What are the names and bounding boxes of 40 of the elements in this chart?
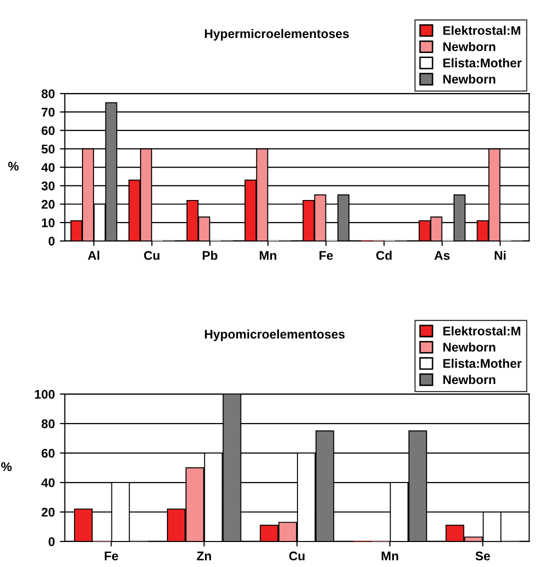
x-tick-label: As <box>434 251 450 260</box>
y-tick-label: 80 <box>42 419 55 428</box>
y-tick-label: 50 <box>42 144 55 154</box>
chart-title: Hypermicroelementoses <box>204 28 349 41</box>
x-tick-label: Cu <box>144 251 160 260</box>
y-tick-label: 0 <box>48 236 55 246</box>
y-tick-label: 60 <box>42 126 55 136</box>
x-tick-label: Se <box>475 552 490 560</box>
y-tick-label: 80 <box>42 89 55 98</box>
y-tick-label: 40 <box>41 163 55 172</box>
legend-label: Elista:Mother <box>443 358 522 368</box>
x-tick-label: Pb <box>202 250 218 260</box>
x-tick-label: Cd <box>376 250 392 260</box>
x-tick-label: Fe <box>104 552 118 560</box>
y-tick-label: 20 <box>42 508 55 517</box>
x-tick-label: Mn <box>260 251 276 260</box>
y-tick-label: 20 <box>42 200 55 209</box>
y-tick-label: 100 <box>35 390 55 399</box>
y-axis-title: % <box>8 162 19 171</box>
legend-label: Newborn <box>443 374 496 384</box>
y-tick-label: 40 <box>41 478 55 488</box>
legend-label: Newborn <box>443 74 496 84</box>
legend-label: Elektrostal:M <box>443 326 520 336</box>
x-tick-label: Cu <box>289 552 305 560</box>
legend-label: Elektrostal:M <box>443 26 520 35</box>
x-tick-label: Fe <box>320 251 333 260</box>
legend-label: Elista:Mother <box>443 58 522 68</box>
y-tick-label: 30 <box>41 181 55 190</box>
x-tick-label: Zn <box>196 552 211 560</box>
legend-label: Newborn <box>443 342 496 352</box>
x-tick-label: Mn <box>382 552 398 560</box>
x-tick-label: Al <box>88 250 100 260</box>
y-tick-label: 0 <box>48 537 55 546</box>
legend-label: Newborn <box>443 42 496 52</box>
y-tick-label: 10 <box>42 218 55 228</box>
y-tick-label: 70 <box>42 108 55 117</box>
x-tick-label: Ni <box>494 250 506 260</box>
y-tick-label: 60 <box>42 448 55 458</box>
chart-title: Hypomicroelementoses <box>204 329 345 342</box>
y-axis-title: % <box>1 462 12 472</box>
